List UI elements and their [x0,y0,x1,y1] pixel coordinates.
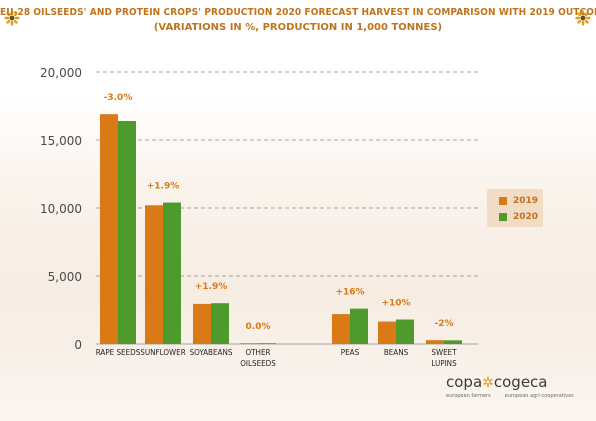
variation-label: -3.0% [104,93,133,103]
x-tick-label: SOYABEANS [190,348,233,357]
variation-label: +10% [381,299,410,309]
x-tick-label: OILSEEDS [240,359,276,368]
y-tick-label: 20,000 [40,66,82,80]
y-tick-label: 0 [74,338,82,352]
logo-tag-right: european agri-cooperatives [504,393,574,399]
bar-2019-4 [332,314,350,344]
bar-2019-6 [426,340,444,344]
variation-label: 0.0% [246,322,271,332]
logo-brand-left: copa [446,373,483,391]
bar-2019-0 [100,114,118,344]
legend-item-2019: 2019 [499,194,538,208]
bar-2020-4 [350,308,368,344]
logo-tag-left: european farmers [446,393,491,399]
variation-label: +1.9% [147,182,180,192]
legend-swatch-2020 [499,213,507,221]
x-tick-label: OTHER [245,348,270,357]
x-tick-label: PEAS [341,348,360,357]
variation-label: +1.9% [195,282,228,292]
x-tick-label: BEANS [384,348,409,357]
chart-subtitle: (VARIATIONS IN %, PRODUCTION IN 1,000 TO… [153,22,443,33]
bar-2019-2 [193,303,211,344]
chart-title: EU-28 OILSEEDS' AND PROTEIN CROPS' PRODU… [0,7,596,18]
flower-icon-left [4,10,20,26]
bar-2019-1 [145,205,163,344]
x-tick-label: RAPE SEEDS [96,348,141,357]
flower-icon-right [575,10,591,26]
logo-taglines: european farmers european agri-cooperati… [446,393,576,399]
x-tick-label: LUPINS [431,359,457,368]
bar-2020-5 [396,319,414,344]
x-tick-label: SWEET [431,348,457,357]
star-icon: ✲ [482,375,494,391]
legend-label-2019: 2019 [513,196,539,206]
legend-swatch-2019 [499,197,507,205]
y-tick-label: 10,000 [40,202,82,216]
logo-brand-right: cogeca [493,373,548,391]
legend-label-2020: 2020 [513,212,539,222]
y-tick-label: 15,000 [40,134,82,148]
logo-wordmark: copa✲cogeca [446,373,576,391]
variation-label: +16% [335,288,364,298]
bar-2020-1 [163,202,181,344]
legend-item-2020: 2020 [499,210,538,224]
variation-label: -2% [434,319,453,329]
bar-2019-3 [240,343,258,344]
bar-2020-0 [118,120,136,345]
bar-2020-2 [211,303,229,344]
y-tick-label: 5,000 [48,270,82,284]
bar-2019-5 [378,321,396,344]
bar-2020-3 [258,343,276,344]
x-tick-label: SUNFLOWER [140,348,185,357]
copa-cogeca-logo: copa✲cogeca european farmers european ag… [446,373,576,413]
bar-2020-6 [444,340,462,344]
chart-legend: 2019 2020 [487,189,543,227]
